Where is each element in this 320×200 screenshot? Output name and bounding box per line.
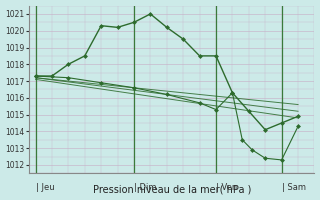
Text: | Ven: | Ven (216, 183, 237, 192)
Text: | Jeu: | Jeu (36, 183, 54, 192)
Text: | Sam: | Sam (282, 183, 306, 192)
Text: | Dim: | Dim (134, 183, 156, 192)
X-axis label: Pression niveau de la mer( hPa ): Pression niveau de la mer( hPa ) (92, 184, 251, 194)
